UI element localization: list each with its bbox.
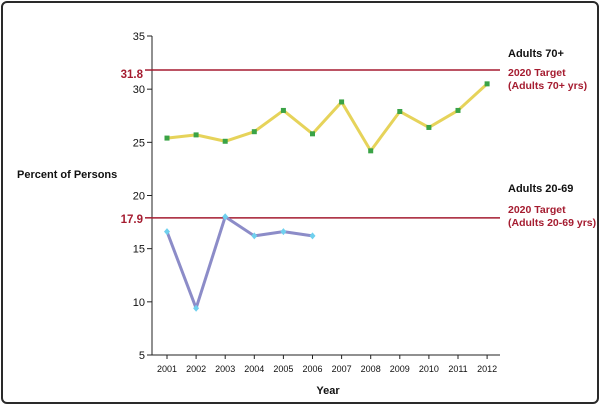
x-tick-label-2011: 2011	[448, 364, 467, 374]
x-tick-label-2009: 2009	[390, 364, 410, 374]
series-0-point-2007	[339, 99, 345, 105]
series-0-point-2002	[193, 132, 199, 138]
x-tick-label-2012: 2012	[477, 364, 497, 374]
series-0-point-2008	[368, 148, 374, 154]
series-0-point-2004	[251, 129, 257, 135]
y-tick-label-10: 10	[133, 297, 145, 309]
series-label-adults-20-69: Adults 20-69	[508, 183, 573, 195]
y-tick-label-20: 20	[133, 191, 145, 203]
target-20-69-value-label: 17.9	[121, 214, 143, 226]
y-tick-label-5: 5	[139, 350, 145, 362]
target-20-69-line1: 2020 Target	[508, 204, 566, 216]
series-0-point-2003	[222, 138, 228, 144]
series-0-point-2006	[310, 131, 315, 137]
y-tick-label-30: 30	[133, 84, 145, 96]
target-70-line1: 2020 Target	[508, 67, 566, 79]
series-0-point-2010	[426, 124, 432, 130]
series-0-point-2005	[280, 107, 286, 113]
series-0-point-2009	[397, 108, 403, 114]
x-axis-title: Year	[316, 385, 340, 397]
series-1-point-2005	[280, 228, 287, 236]
series-label-adults-70: Adults 70+	[508, 48, 564, 60]
x-tick-label-2004: 2004	[244, 364, 264, 374]
series-0-point-2012	[484, 81, 490, 87]
target-70-value-label: 31.8	[121, 69, 144, 81]
series-0-point-2011	[455, 107, 461, 113]
series-1-point-2006	[309, 232, 316, 240]
x-tick-label-2010: 2010	[419, 364, 439, 374]
x-tick-label-2003: 2003	[215, 364, 235, 374]
series-1-point-2001	[164, 228, 170, 236]
y-tick-label-25: 25	[133, 137, 145, 149]
target-70-line2: (Adults 70+ yrs)	[508, 80, 587, 92]
x-tick-label-2006: 2006	[302, 364, 322, 374]
y-tick-label-35: 35	[133, 31, 145, 43]
x-tick-label-2005: 2005	[273, 364, 293, 374]
x-tick-label-2001: 2001	[157, 364, 177, 374]
series-1-point-2004	[251, 232, 258, 240]
series-0-point-2001	[164, 135, 170, 141]
series-1-point-2002	[193, 304, 200, 312]
target-20-69-line2: (Adults 20-69 yrs)	[508, 217, 596, 229]
x-tick-label-2007: 2007	[332, 364, 352, 374]
x-tick-label-2008: 2008	[361, 364, 381, 374]
series-line-1	[165, 215, 313, 310]
y-axis-title: Percent of Persons	[17, 169, 117, 181]
series-line-0	[166, 82, 489, 153]
y-tick-label-15: 15	[133, 244, 145, 256]
series-1-point-2003	[222, 213, 229, 221]
x-tick-label-2002: 2002	[186, 364, 206, 374]
